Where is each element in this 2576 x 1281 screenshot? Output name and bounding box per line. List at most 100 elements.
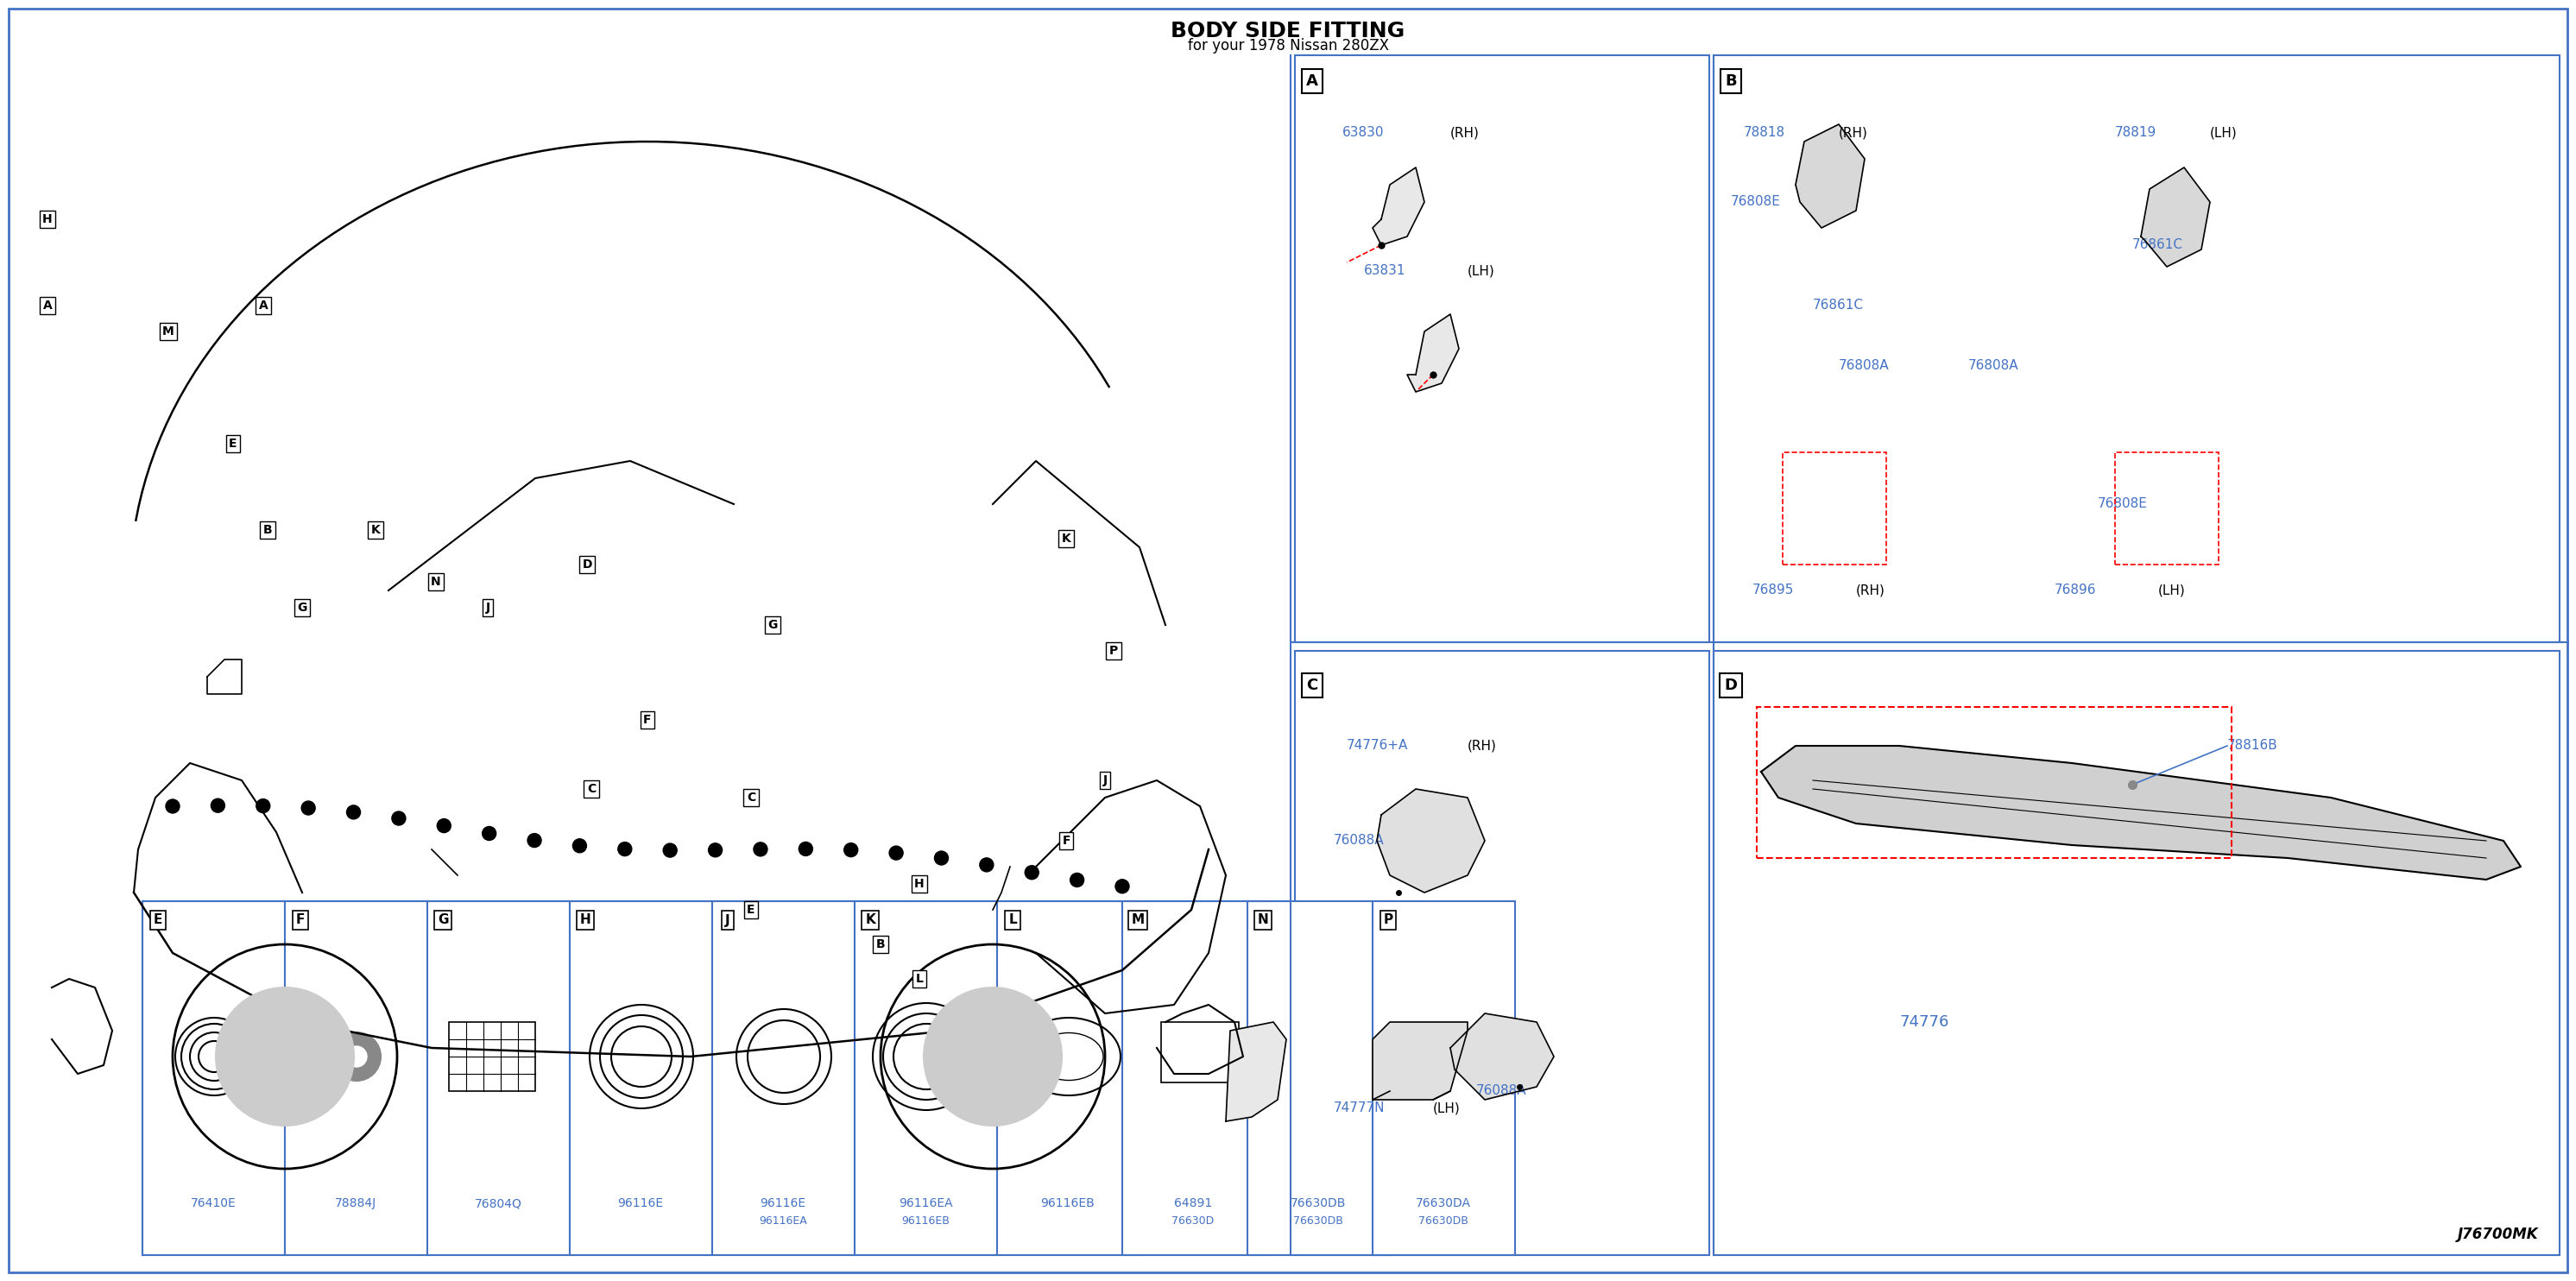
Bar bbox=[1123, 902, 1265, 1255]
Text: (RH): (RH) bbox=[1839, 127, 1868, 140]
Bar bbox=[1713, 651, 2561, 1255]
Text: 76088A: 76088A bbox=[1334, 834, 1383, 847]
Bar bbox=[1247, 902, 1391, 1255]
Text: (LH): (LH) bbox=[1468, 265, 1494, 278]
Circle shape bbox=[935, 851, 948, 865]
Text: G: G bbox=[438, 913, 448, 926]
Text: 64891: 64891 bbox=[1175, 1198, 1213, 1209]
Text: B: B bbox=[1726, 73, 1736, 88]
Text: 76804Q: 76804Q bbox=[474, 1198, 523, 1209]
Text: 76088A: 76088A bbox=[1476, 1085, 1528, 1098]
Bar bbox=[1373, 902, 1515, 1255]
Text: 96116E: 96116E bbox=[618, 1198, 665, 1209]
Text: C: C bbox=[747, 792, 755, 803]
Circle shape bbox=[348, 806, 361, 819]
Bar bbox=[569, 902, 711, 1255]
Circle shape bbox=[1115, 880, 1128, 893]
Circle shape bbox=[255, 799, 270, 812]
Text: 76808E: 76808E bbox=[2097, 497, 2148, 511]
Circle shape bbox=[482, 826, 497, 840]
Text: D: D bbox=[1723, 678, 1736, 693]
Text: J: J bbox=[484, 602, 489, 614]
Text: 63830: 63830 bbox=[1342, 127, 1383, 140]
Polygon shape bbox=[1226, 1022, 1285, 1121]
Text: H: H bbox=[41, 213, 52, 225]
Text: 96116E: 96116E bbox=[760, 1198, 806, 1209]
Circle shape bbox=[662, 843, 677, 857]
Polygon shape bbox=[2141, 168, 2210, 266]
Text: E: E bbox=[747, 904, 755, 916]
Circle shape bbox=[528, 834, 541, 847]
Text: F: F bbox=[296, 913, 304, 926]
Circle shape bbox=[979, 858, 994, 872]
Circle shape bbox=[211, 798, 224, 812]
Circle shape bbox=[1069, 874, 1084, 886]
Bar bbox=[997, 902, 1139, 1255]
Text: H: H bbox=[580, 913, 590, 926]
Bar bbox=[2115, 452, 2218, 565]
Text: H: H bbox=[914, 877, 925, 890]
Text: B: B bbox=[263, 524, 273, 535]
Text: K: K bbox=[866, 913, 876, 926]
Text: F: F bbox=[644, 714, 652, 726]
Circle shape bbox=[216, 988, 353, 1126]
Polygon shape bbox=[1762, 746, 2522, 880]
Bar bbox=[1296, 651, 1710, 1255]
Text: B: B bbox=[876, 938, 886, 951]
Text: M: M bbox=[1131, 913, 1144, 926]
Bar bbox=[855, 902, 997, 1255]
Bar bbox=[286, 902, 428, 1255]
Text: 78818: 78818 bbox=[1744, 127, 1785, 140]
Text: 96116EA: 96116EA bbox=[760, 1214, 806, 1226]
Text: 96116EB: 96116EB bbox=[1041, 1198, 1095, 1209]
Bar bbox=[1713, 55, 2561, 642]
Text: A: A bbox=[44, 300, 52, 311]
Text: M: M bbox=[162, 325, 175, 337]
Text: 76630DB: 76630DB bbox=[1291, 1198, 1347, 1209]
Text: (LH): (LH) bbox=[2210, 127, 2239, 140]
Text: D: D bbox=[582, 559, 592, 570]
Text: J: J bbox=[1103, 774, 1108, 787]
Text: A: A bbox=[258, 300, 268, 311]
Text: C: C bbox=[1306, 678, 1319, 693]
Text: 76808A: 76808A bbox=[1839, 360, 1888, 373]
Text: G: G bbox=[768, 619, 778, 632]
Text: 76630DA: 76630DA bbox=[1417, 1198, 1471, 1209]
Text: (LH): (LH) bbox=[2159, 584, 2184, 597]
Text: F: F bbox=[1061, 835, 1069, 847]
Bar bbox=[1162, 1022, 1239, 1082]
Circle shape bbox=[165, 799, 180, 813]
Text: E: E bbox=[155, 913, 162, 926]
Text: N: N bbox=[430, 575, 440, 588]
Circle shape bbox=[332, 1032, 381, 1081]
Text: 76630DB: 76630DB bbox=[1293, 1214, 1342, 1226]
Bar bbox=[1757, 707, 2231, 858]
Circle shape bbox=[438, 819, 451, 833]
Circle shape bbox=[925, 988, 1061, 1126]
Text: J76700MK: J76700MK bbox=[2458, 1227, 2537, 1243]
Text: K: K bbox=[1061, 533, 1072, 544]
Text: 76861C: 76861C bbox=[1814, 298, 1865, 313]
Text: P: P bbox=[1383, 913, 1394, 926]
Circle shape bbox=[392, 811, 404, 825]
Circle shape bbox=[708, 843, 721, 857]
Circle shape bbox=[845, 843, 858, 857]
Text: 76630DB: 76630DB bbox=[1419, 1214, 1468, 1226]
Circle shape bbox=[1025, 866, 1038, 879]
Polygon shape bbox=[1373, 1022, 1468, 1099]
Text: 76808E: 76808E bbox=[1731, 196, 1780, 209]
Bar bbox=[1296, 55, 1710, 642]
Text: BODY SIDE FITTING: BODY SIDE FITTING bbox=[1172, 20, 1404, 41]
Text: 76895: 76895 bbox=[1752, 584, 1795, 597]
Text: 63831: 63831 bbox=[1363, 265, 1406, 278]
Polygon shape bbox=[1450, 1013, 1553, 1099]
Text: N: N bbox=[1257, 913, 1267, 926]
Text: 74777N: 74777N bbox=[1334, 1102, 1386, 1114]
Text: 96116EA: 96116EA bbox=[899, 1198, 953, 1209]
Text: 76861C: 76861C bbox=[2133, 238, 2184, 251]
Text: 78819: 78819 bbox=[2115, 127, 2156, 140]
Circle shape bbox=[345, 1047, 366, 1067]
Polygon shape bbox=[1373, 168, 1425, 245]
Text: L: L bbox=[1007, 913, 1018, 926]
Circle shape bbox=[755, 843, 768, 856]
